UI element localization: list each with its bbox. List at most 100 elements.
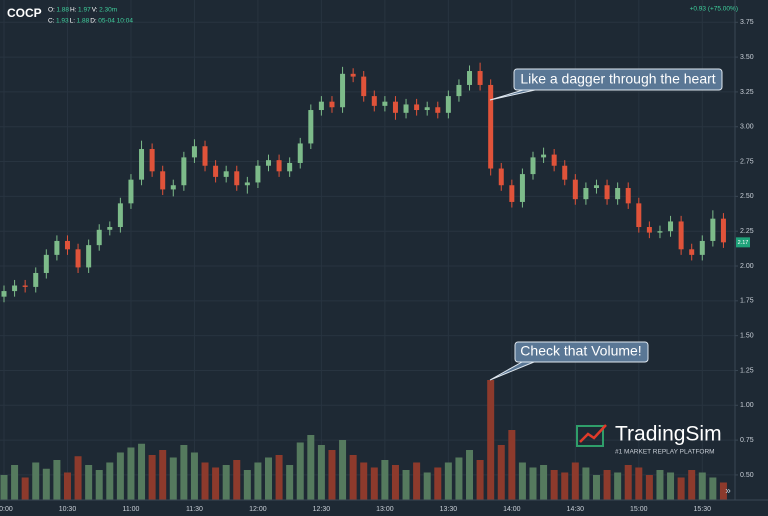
- x-tick-label: 12:00: [249, 506, 267, 513]
- last-price-label: 2.17: [738, 240, 749, 246]
- candle-body: [551, 154, 557, 166]
- legend-label: L:: [70, 18, 76, 25]
- x-tick-label: 11:30: [186, 506, 203, 513]
- candle-body: [213, 165, 219, 177]
- volume-bar: [169, 457, 177, 500]
- candle-body: [107, 227, 113, 230]
- candle-body: [350, 73, 356, 77]
- candle-body: [160, 171, 166, 190]
- volume-bar: [296, 442, 304, 500]
- volume-bar: [709, 477, 717, 500]
- volume-bar: [719, 482, 727, 500]
- legend-value: 1.93: [56, 18, 69, 25]
- volume-bar: [74, 456, 82, 500]
- logo-name: TradingSim: [615, 423, 722, 446]
- logo-tagline: #1 MARKET REPLAY PLATFORM: [615, 449, 715, 456]
- candle-body: [371, 96, 377, 106]
- volume-bar: [201, 462, 209, 500]
- volume-bar: [116, 452, 124, 500]
- volume-bar: [63, 472, 71, 500]
- candle-body: [96, 229, 102, 246]
- candle-body: [467, 71, 473, 85]
- candle-body: [297, 143, 303, 163]
- volume-bar: [127, 447, 135, 500]
- scroll-button[interactable]: »: [725, 486, 731, 497]
- volume-bar: [571, 462, 579, 500]
- annotation-box: [514, 341, 649, 363]
- candle-body: [435, 107, 441, 113]
- candle-body: [519, 174, 525, 202]
- volume-bar: [540, 465, 548, 500]
- candle-body: [720, 218, 726, 243]
- volume-bar: [85, 465, 93, 500]
- candle-body: [340, 73, 346, 108]
- x-tick-label: 14:00: [503, 506, 521, 513]
- candle-body: [75, 249, 81, 268]
- volume-bar: [413, 462, 421, 500]
- annotation-text: Check that Volume!: [520, 343, 641, 359]
- volume-bar: [423, 472, 431, 500]
- candle-layer: [1, 62, 726, 303]
- volume-bar: [592, 475, 600, 500]
- volume-bar: [370, 467, 378, 500]
- volume-bar: [656, 470, 664, 500]
- volume-bar: [518, 462, 526, 500]
- y-tick-label: 1.25: [740, 367, 754, 374]
- candle-body: [477, 71, 483, 85]
- volume-bar: [138, 443, 146, 500]
- volume-bar: [677, 477, 685, 500]
- annotation-box: [513, 68, 723, 91]
- volume-bar: [254, 462, 262, 500]
- y-tick-label: 1.50: [740, 332, 754, 339]
- volume-bar: [497, 445, 505, 500]
- y-tick-label: 0.75: [740, 437, 754, 444]
- volume-layer: [0, 380, 727, 500]
- x-tick-label: 12:30: [313, 506, 331, 513]
- candle-body: [43, 254, 49, 273]
- candle-body: [318, 101, 324, 111]
- volume-bar: [529, 467, 537, 500]
- x-tick-label: 13:30: [440, 506, 458, 513]
- legend-label: C:: [48, 18, 55, 25]
- x-tick-label: 11:00: [122, 506, 139, 513]
- candle-body: [117, 203, 123, 228]
- legend-label: H:: [70, 7, 77, 14]
- candle-body: [456, 84, 462, 97]
- volume-bar: [317, 445, 325, 500]
- axes: 0.50 0.75 1.00 1.25 1.50 1.75 2.00 2.25 2.50 2.75…: [0, 19, 754, 513]
- volume-bar: [402, 470, 410, 500]
- volume-bar: [582, 467, 590, 500]
- candle-body: [445, 96, 451, 113]
- legend-label: V:: [92, 7, 98, 14]
- volume-bar: [434, 467, 442, 500]
- candle-body: [1, 291, 7, 297]
- grid: [0, 0, 735, 500]
- volume-bar: [645, 475, 653, 500]
- y-tick-label: 1.75: [740, 298, 754, 305]
- legend-value: 1.97: [78, 7, 91, 14]
- candle-body: [668, 221, 674, 232]
- volume-bar: [635, 467, 643, 500]
- y-tick-label: 1.00: [740, 402, 754, 409]
- volume-bar: [466, 450, 474, 500]
- volume-bar: [159, 450, 167, 500]
- candle-body: [64, 240, 70, 250]
- annotation-text: Like a dagger through the heart: [520, 71, 715, 87]
- candle-body: [424, 107, 430, 111]
- volume-bar: [667, 472, 675, 500]
- volume-bar: [212, 467, 220, 500]
- volume-bar: [42, 468, 50, 500]
- candle-body: [583, 188, 589, 200]
- candle-body: [572, 179, 578, 200]
- volume-bar: [180, 445, 188, 500]
- volume-bar: [190, 452, 198, 500]
- volume-bar: [53, 460, 61, 500]
- candle-body: [488, 84, 494, 169]
- x-tick-label: 10:30: [59, 506, 77, 513]
- candle-body: [392, 101, 398, 113]
- annotation: Like a dagger through the heart: [489, 68, 723, 101]
- candle-body: [255, 165, 261, 183]
- volume-bar: [21, 477, 29, 500]
- x-tick-label: 15:00: [630, 506, 648, 513]
